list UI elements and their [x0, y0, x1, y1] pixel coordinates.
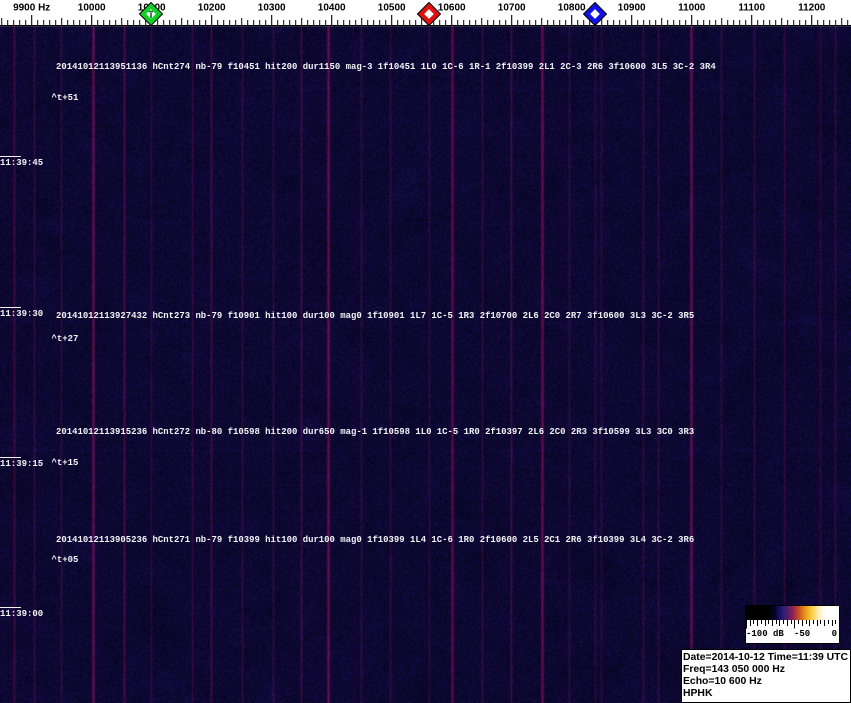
svg-text:10300: 10300 — [258, 3, 286, 14]
svg-text:9900 Hz: 9900 Hz — [13, 3, 50, 14]
svg-text:11000: 11000 — [678, 3, 706, 14]
svg-text:10700: 10700 — [498, 3, 526, 14]
svg-text:10400: 10400 — [318, 3, 346, 14]
svg-text:10900: 10900 — [618, 3, 646, 14]
svg-text:10500: 10500 — [378, 3, 406, 14]
svg-text:10600: 10600 — [438, 3, 466, 14]
svg-text:10200: 10200 — [198, 3, 226, 14]
svg-text:11200: 11200 — [798, 3, 826, 14]
svg-text:11100: 11100 — [738, 3, 765, 14]
svg-text:10000: 10000 — [78, 3, 106, 14]
svg-text:10800: 10800 — [558, 3, 586, 14]
